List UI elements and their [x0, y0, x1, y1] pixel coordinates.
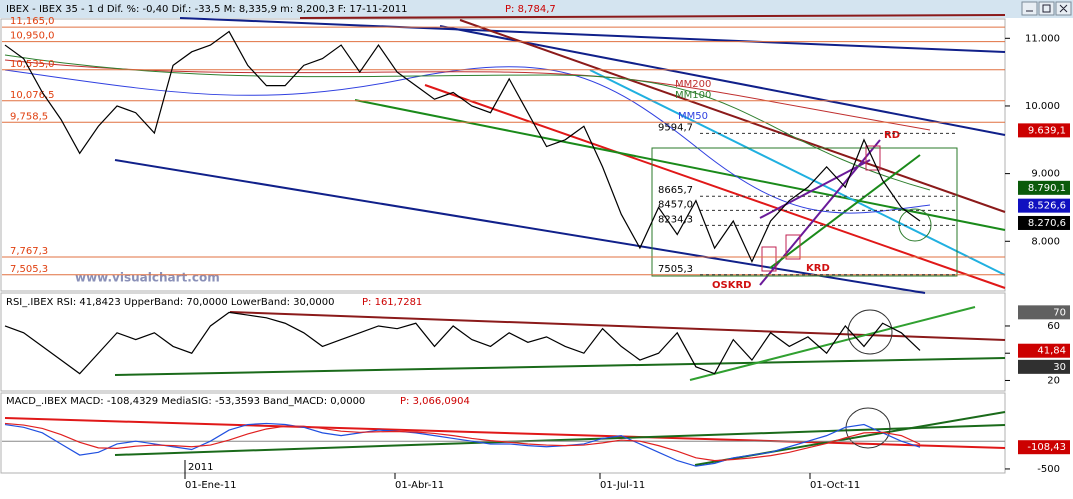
y-tick-label: 9.000	[1031, 169, 1060, 180]
price-line	[4, 30, 921, 264]
rsi-line	[4, 311, 921, 375]
button-icons	[1026, 4, 1068, 13]
y-tick-label: -500	[1037, 464, 1060, 475]
note: RD	[884, 130, 900, 141]
box-level-label: 7505,3	[658, 264, 693, 275]
note: MM200	[675, 79, 711, 90]
level-label: 10,535,0	[10, 59, 55, 70]
moving-average	[4, 66, 931, 214]
macd-frame	[0, 392, 1006, 474]
value-badge-label: 30	[1053, 362, 1066, 373]
macd-line	[4, 422, 921, 467]
pattern-box	[761, 246, 777, 272]
rsi-header-p: P: 161,7281	[362, 297, 422, 308]
trendline	[424, 84, 1006, 289]
note: KRD	[806, 263, 830, 274]
level-label: 7,767,3	[10, 246, 48, 257]
moving-average	[4, 54, 931, 191]
window-buttons[interactable]	[1021, 1, 1072, 16]
value-badge	[1018, 343, 1070, 358]
y-tick-label: 20	[1047, 375, 1060, 386]
price-header: IBEX - IBEX 35 - 1 d Dif. %: -0,40 Dif.:…	[6, 4, 407, 15]
trendline	[114, 424, 1006, 456]
trendline	[4, 417, 1006, 449]
value-badge-label: 8.270,6	[1028, 218, 1066, 229]
macd-header-p: P: 3,066,0904	[400, 396, 470, 407]
watermark: www.visualchart.com	[75, 271, 220, 285]
price-frame	[0, 18, 1006, 292]
note: MM100	[675, 90, 711, 101]
x-tick-label: 01-Ene-11	[185, 480, 236, 491]
trendline	[589, 69, 1006, 276]
value-badge-label: 41,84	[1037, 346, 1066, 357]
value-badge	[1018, 198, 1070, 213]
trendline	[354, 99, 1006, 231]
y-tick-label: 60	[1047, 321, 1060, 332]
price-header-p: P: 8,784,7	[505, 4, 556, 15]
trendlines	[4, 14, 1006, 466]
value-badge	[1018, 359, 1070, 374]
box-level-label: 8234,3	[658, 214, 693, 225]
trendline	[299, 14, 1006, 19]
value-badge	[1018, 440, 1070, 455]
trendline	[114, 357, 1006, 376]
trendline	[459, 19, 1006, 213]
maximize-button[interactable]	[1038, 1, 1055, 16]
signal-line	[4, 422, 921, 462]
note: MM50	[678, 111, 708, 122]
box-level-label: 9594,7	[658, 122, 693, 133]
box-level-label: 8457,0	[658, 199, 693, 210]
value-badge	[1018, 305, 1070, 320]
trendline	[769, 154, 921, 269]
box-level-label: 8665,7	[658, 185, 693, 196]
minimize-button[interactable]	[1021, 1, 1038, 16]
circle-mark	[847, 309, 893, 355]
range-box	[651, 147, 958, 277]
y-tick-label: 8.000	[1031, 236, 1060, 247]
value-badge-label: 8.790,1	[1028, 183, 1066, 194]
note: OSKRD	[712, 280, 751, 291]
level-label: 7,505,3	[10, 264, 48, 275]
value-badge-label: 9.639,1	[1028, 125, 1066, 136]
pattern-box	[865, 145, 881, 171]
trendline	[689, 306, 976, 381]
circle-mark	[845, 407, 891, 449]
value-badge	[1018, 215, 1070, 230]
rsi-frame	[0, 292, 1006, 392]
trendline	[114, 159, 926, 294]
x-tick-label: 01-Abr-11	[395, 480, 444, 491]
value-badge	[1018, 180, 1070, 195]
value-badge-label: -108,43	[1027, 442, 1066, 453]
level-label: 9,758,5	[10, 111, 48, 122]
title-bar	[0, 0, 1073, 18]
value-badge	[1018, 123, 1070, 138]
level-label: 10,076,5	[10, 90, 55, 101]
x-tick-label: 01-Jul-11	[600, 480, 645, 491]
x-tick-label: 01-Oct-11	[810, 480, 860, 491]
value-badge-label: 8.526,6	[1028, 201, 1066, 212]
level-label: 11,165,0	[10, 16, 55, 27]
trendline	[439, 25, 1006, 136]
y-tick-label: 10.000	[1025, 101, 1060, 112]
level-label: 10,950,0	[10, 31, 55, 42]
pattern-box	[785, 234, 801, 260]
trendline	[179, 17, 1006, 53]
value-badge-label: 70	[1053, 307, 1066, 318]
rsi-header: RSI_.IBEX RSI: 41,8423 UpperBand: 70,000…	[6, 297, 334, 308]
y-tick-label: 11.000	[1025, 33, 1060, 44]
year-label: 2011	[188, 462, 213, 473]
trendline	[229, 311, 1006, 341]
macd-header: MACD_.IBEX MACD: -108,4329 MediaSIG: -53…	[6, 396, 365, 407]
